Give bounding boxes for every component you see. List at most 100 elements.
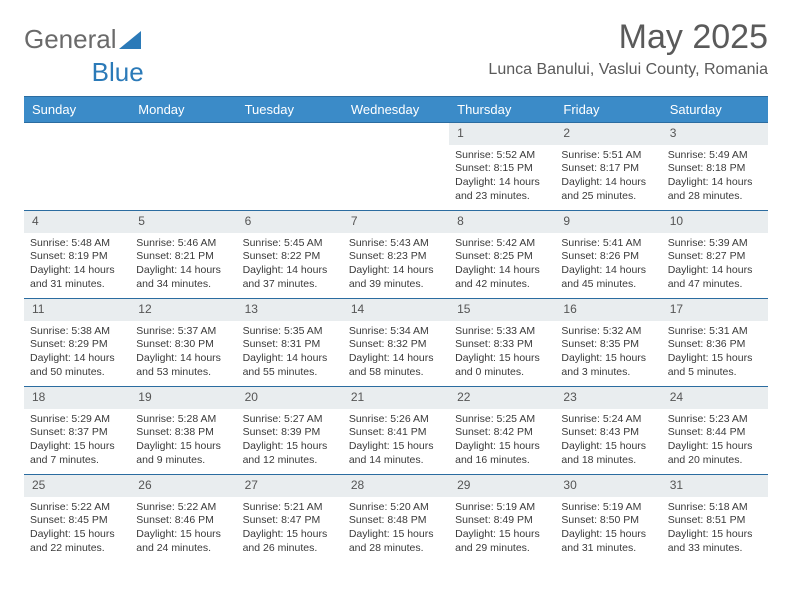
day-data: Sunrise: 5:33 AMSunset: 8:33 PMDaylight:… — [449, 321, 555, 382]
day-header: Wednesday — [343, 97, 449, 123]
calendar-cell: 24Sunrise: 5:23 AMSunset: 8:44 PMDayligh… — [662, 387, 768, 475]
day-number: 28 — [343, 475, 449, 497]
day-number: 12 — [130, 299, 236, 321]
calendar-week: 18Sunrise: 5:29 AMSunset: 8:37 PMDayligh… — [24, 387, 768, 475]
calendar-cell: 22Sunrise: 5:25 AMSunset: 8:42 PMDayligh… — [449, 387, 555, 475]
logo-text-b: Blue — [92, 57, 144, 88]
calendar-week: 1Sunrise: 5:52 AMSunset: 8:15 PMDaylight… — [24, 123, 768, 211]
day-number: 15 — [449, 299, 555, 321]
day-header: Monday — [130, 97, 236, 123]
day-data: Sunrise: 5:31 AMSunset: 8:36 PMDaylight:… — [662, 321, 768, 382]
header-right: May 2025 Lunca Banului, Vaslui County, R… — [488, 18, 768, 79]
calendar-cell — [237, 123, 343, 211]
day-data: Sunrise: 5:51 AMSunset: 8:17 PMDaylight:… — [555, 145, 661, 206]
day-data: Sunrise: 5:42 AMSunset: 8:25 PMDaylight:… — [449, 233, 555, 294]
calendar-cell: 4Sunrise: 5:48 AMSunset: 8:19 PMDaylight… — [24, 211, 130, 299]
day-number: 24 — [662, 387, 768, 409]
calendar-cell: 26Sunrise: 5:22 AMSunset: 8:46 PMDayligh… — [130, 475, 236, 563]
day-data: Sunrise: 5:49 AMSunset: 8:18 PMDaylight:… — [662, 145, 768, 206]
day-number: 27 — [237, 475, 343, 497]
calendar-cell: 7Sunrise: 5:43 AMSunset: 8:23 PMDaylight… — [343, 211, 449, 299]
calendar-week: 25Sunrise: 5:22 AMSunset: 8:45 PMDayligh… — [24, 475, 768, 563]
calendar-cell: 8Sunrise: 5:42 AMSunset: 8:25 PMDaylight… — [449, 211, 555, 299]
day-data: Sunrise: 5:34 AMSunset: 8:32 PMDaylight:… — [343, 321, 449, 382]
day-header: Thursday — [449, 97, 555, 123]
calendar-cell: 16Sunrise: 5:32 AMSunset: 8:35 PMDayligh… — [555, 299, 661, 387]
calendar-cell: 5Sunrise: 5:46 AMSunset: 8:21 PMDaylight… — [130, 211, 236, 299]
day-data: Sunrise: 5:35 AMSunset: 8:31 PMDaylight:… — [237, 321, 343, 382]
day-number: 9 — [555, 211, 661, 233]
calendar-cell: 19Sunrise: 5:28 AMSunset: 8:38 PMDayligh… — [130, 387, 236, 475]
day-data: Sunrise: 5:52 AMSunset: 8:15 PMDaylight:… — [449, 145, 555, 206]
calendar-cell: 29Sunrise: 5:19 AMSunset: 8:49 PMDayligh… — [449, 475, 555, 563]
day-data: Sunrise: 5:48 AMSunset: 8:19 PMDaylight:… — [24, 233, 130, 294]
day-number: 11 — [24, 299, 130, 321]
day-header: Sunday — [24, 97, 130, 123]
calendar-cell: 25Sunrise: 5:22 AMSunset: 8:45 PMDayligh… — [24, 475, 130, 563]
calendar-table: SundayMondayTuesdayWednesdayThursdayFrid… — [24, 96, 768, 563]
calendar-cell: 23Sunrise: 5:24 AMSunset: 8:43 PMDayligh… — [555, 387, 661, 475]
day-number: 1 — [449, 123, 555, 145]
day-number: 13 — [237, 299, 343, 321]
calendar-cell: 20Sunrise: 5:27 AMSunset: 8:39 PMDayligh… — [237, 387, 343, 475]
day-number: 4 — [24, 211, 130, 233]
day-data: Sunrise: 5:25 AMSunset: 8:42 PMDaylight:… — [449, 409, 555, 470]
day-data: Sunrise: 5:39 AMSunset: 8:27 PMDaylight:… — [662, 233, 768, 294]
day-header-row: SundayMondayTuesdayWednesdayThursdayFrid… — [24, 97, 768, 123]
calendar-cell: 12Sunrise: 5:37 AMSunset: 8:30 PMDayligh… — [130, 299, 236, 387]
calendar-cell: 18Sunrise: 5:29 AMSunset: 8:37 PMDayligh… — [24, 387, 130, 475]
calendar-cell: 27Sunrise: 5:21 AMSunset: 8:47 PMDayligh… — [237, 475, 343, 563]
day-header: Saturday — [662, 97, 768, 123]
day-number: 20 — [237, 387, 343, 409]
day-data: Sunrise: 5:32 AMSunset: 8:35 PMDaylight:… — [555, 321, 661, 382]
calendar-cell: 1Sunrise: 5:52 AMSunset: 8:15 PMDaylight… — [449, 123, 555, 211]
calendar-cell: 15Sunrise: 5:33 AMSunset: 8:33 PMDayligh… — [449, 299, 555, 387]
calendar-week: 4Sunrise: 5:48 AMSunset: 8:19 PMDaylight… — [24, 211, 768, 299]
calendar-cell: 13Sunrise: 5:35 AMSunset: 8:31 PMDayligh… — [237, 299, 343, 387]
day-number: 5 — [130, 211, 236, 233]
calendar-cell: 17Sunrise: 5:31 AMSunset: 8:36 PMDayligh… — [662, 299, 768, 387]
day-number: 10 — [662, 211, 768, 233]
day-data: Sunrise: 5:18 AMSunset: 8:51 PMDaylight:… — [662, 497, 768, 558]
day-number: 6 — [237, 211, 343, 233]
calendar-cell: 6Sunrise: 5:45 AMSunset: 8:22 PMDaylight… — [237, 211, 343, 299]
day-number: 26 — [130, 475, 236, 497]
month-title: May 2025 — [488, 18, 768, 57]
calendar-cell: 31Sunrise: 5:18 AMSunset: 8:51 PMDayligh… — [662, 475, 768, 563]
day-data: Sunrise: 5:46 AMSunset: 8:21 PMDaylight:… — [130, 233, 236, 294]
day-number: 7 — [343, 211, 449, 233]
day-data: Sunrise: 5:21 AMSunset: 8:47 PMDaylight:… — [237, 497, 343, 558]
calendar-cell — [130, 123, 236, 211]
calendar-cell — [24, 123, 130, 211]
logo: General — [24, 18, 141, 55]
calendar-cell: 3Sunrise: 5:49 AMSunset: 8:18 PMDaylight… — [662, 123, 768, 211]
day-data: Sunrise: 5:19 AMSunset: 8:50 PMDaylight:… — [555, 497, 661, 558]
day-data: Sunrise: 5:23 AMSunset: 8:44 PMDaylight:… — [662, 409, 768, 470]
calendar-cell: 2Sunrise: 5:51 AMSunset: 8:17 PMDaylight… — [555, 123, 661, 211]
day-header: Tuesday — [237, 97, 343, 123]
calendar-week: 11Sunrise: 5:38 AMSunset: 8:29 PMDayligh… — [24, 299, 768, 387]
calendar-cell: 28Sunrise: 5:20 AMSunset: 8:48 PMDayligh… — [343, 475, 449, 563]
calendar-cell: 30Sunrise: 5:19 AMSunset: 8:50 PMDayligh… — [555, 475, 661, 563]
location: Lunca Banului, Vaslui County, Romania — [488, 61, 768, 79]
day-data: Sunrise: 5:24 AMSunset: 8:43 PMDaylight:… — [555, 409, 661, 470]
calendar-body: 1Sunrise: 5:52 AMSunset: 8:15 PMDaylight… — [24, 123, 768, 563]
day-number: 17 — [662, 299, 768, 321]
day-number: 8 — [449, 211, 555, 233]
day-data: Sunrise: 5:28 AMSunset: 8:38 PMDaylight:… — [130, 409, 236, 470]
day-data: Sunrise: 5:41 AMSunset: 8:26 PMDaylight:… — [555, 233, 661, 294]
day-number: 19 — [130, 387, 236, 409]
day-number: 25 — [24, 475, 130, 497]
day-data: Sunrise: 5:38 AMSunset: 8:29 PMDaylight:… — [24, 321, 130, 382]
day-number: 16 — [555, 299, 661, 321]
day-header: Friday — [555, 97, 661, 123]
day-number: 21 — [343, 387, 449, 409]
logo-text-a: General — [24, 24, 117, 55]
day-number: 2 — [555, 123, 661, 145]
day-number: 23 — [555, 387, 661, 409]
day-data: Sunrise: 5:45 AMSunset: 8:22 PMDaylight:… — [237, 233, 343, 294]
day-number: 22 — [449, 387, 555, 409]
day-number: 29 — [449, 475, 555, 497]
day-number: 31 — [662, 475, 768, 497]
day-data: Sunrise: 5:22 AMSunset: 8:46 PMDaylight:… — [130, 497, 236, 558]
